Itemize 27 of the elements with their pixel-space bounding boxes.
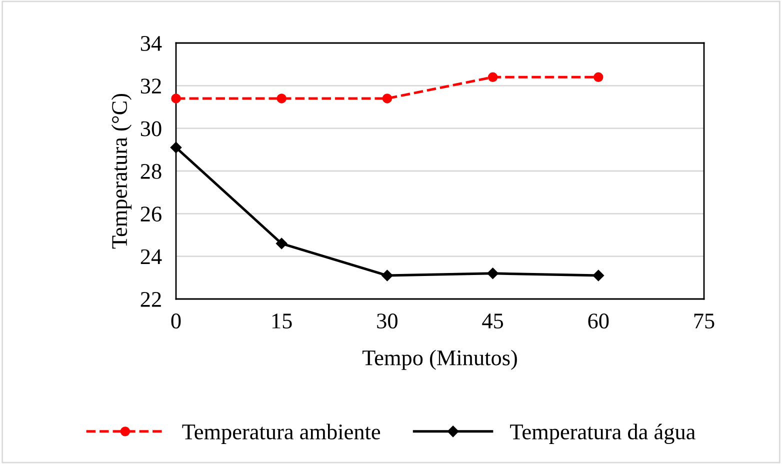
legend-label: Temperatura da água [510, 424, 696, 444]
point [170, 142, 182, 154]
point [171, 94, 181, 104]
legend-label: Temperatura ambiente [182, 424, 380, 444]
x-tick-label: 75 [694, 314, 714, 329]
point [276, 94, 286, 104]
point [382, 94, 392, 104]
x-tick-label: 30 [377, 314, 398, 329]
y-tick-label: 28 [140, 164, 162, 179]
y-tick-label: 30 [140, 121, 162, 136]
y-tick-label: 22 [140, 292, 161, 307]
x-axis-title: Tempo (Minutos) [362, 350, 517, 370]
y-tick-label: 34 [140, 36, 162, 51]
y-tick-label: 32 [140, 78, 161, 94]
x-tick-label: 0 [171, 314, 181, 329]
x-tick-label: 60 [588, 314, 609, 329]
point [592, 270, 604, 282]
point [276, 238, 288, 250]
y-tick-label: 24 [140, 249, 162, 264]
point [487, 268, 498, 280]
y-axis-title: Temperatura (°C) [111, 94, 132, 249]
point [488, 72, 498, 82]
x-tick-label: 45 [482, 314, 504, 329]
point [594, 72, 604, 82]
x-tick-label: 15 [272, 314, 292, 329]
point [382, 270, 393, 282]
y-tick-label: 26 [140, 206, 162, 222]
